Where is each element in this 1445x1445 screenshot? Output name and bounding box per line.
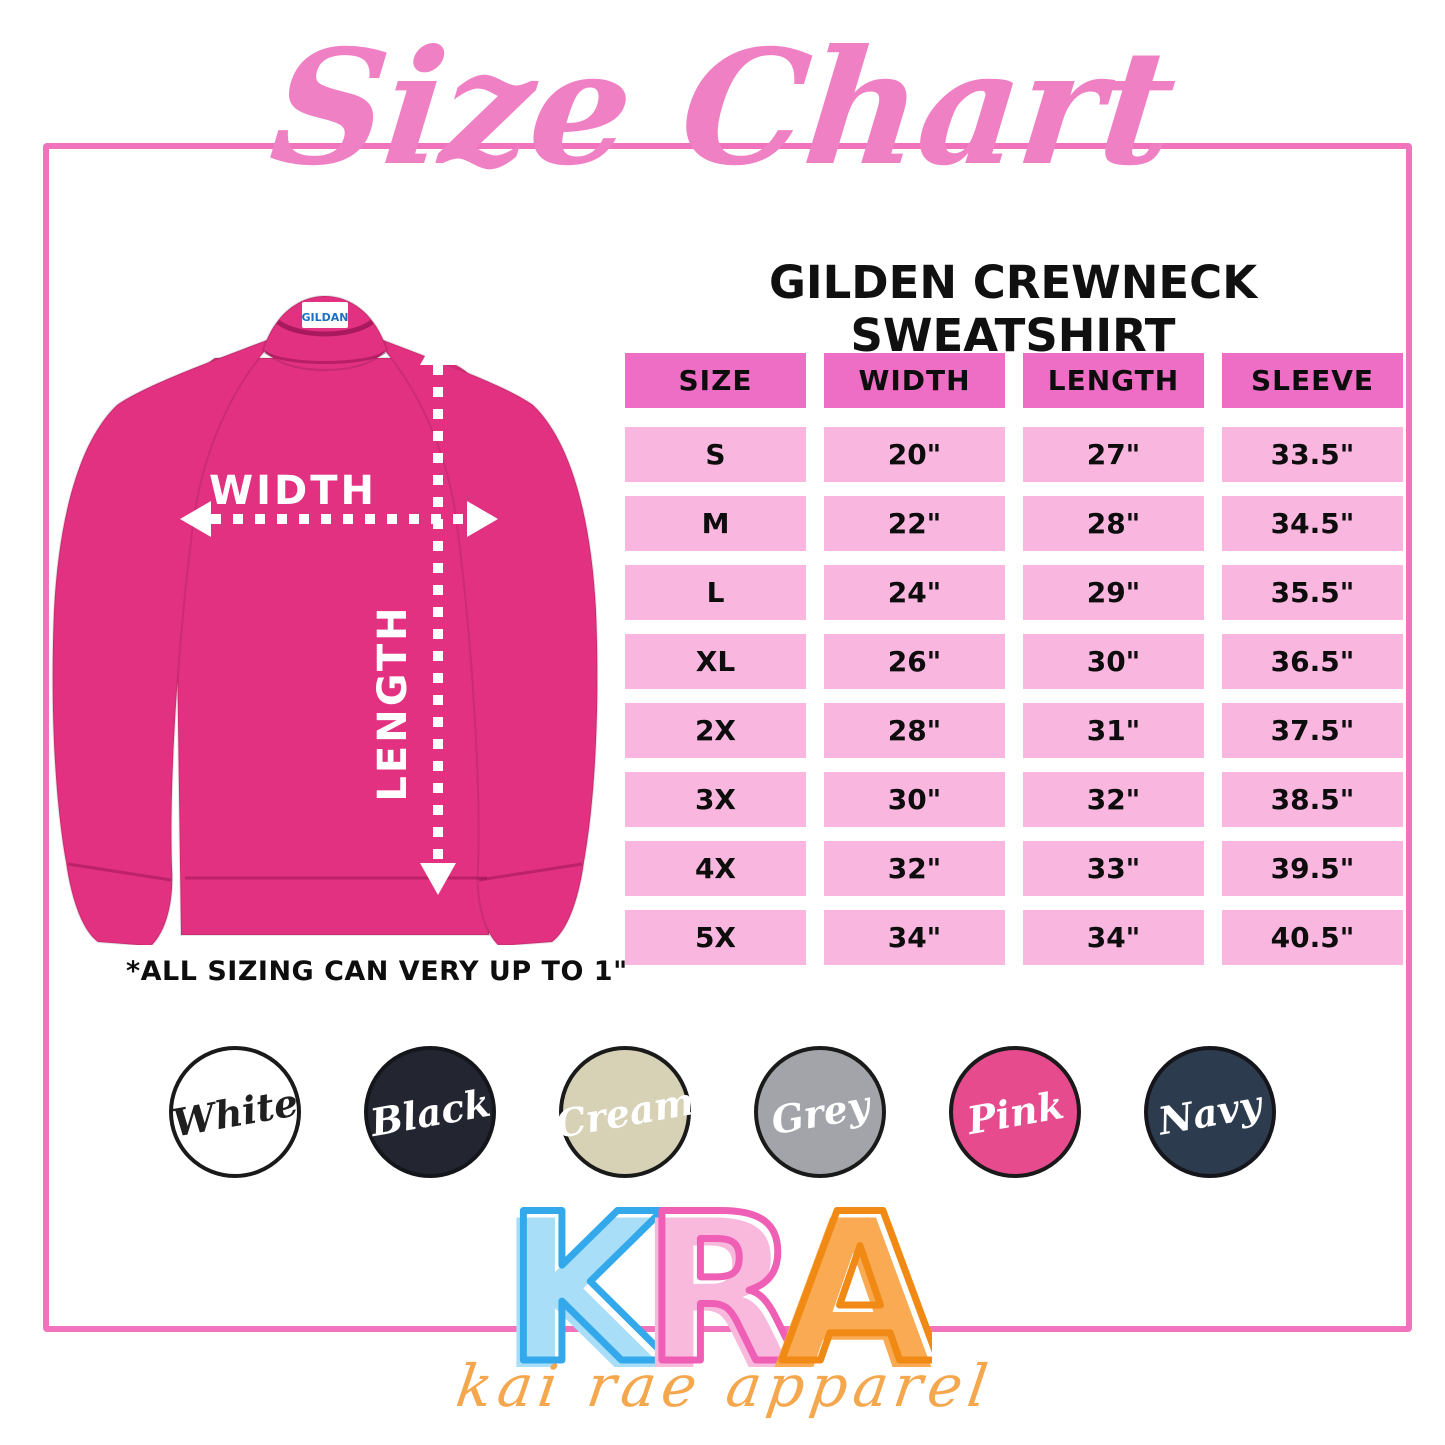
brand-tagline: kai rae apparel bbox=[452, 1352, 998, 1420]
table-cell: 30" bbox=[824, 772, 1005, 827]
frame-border bbox=[43, 143, 1412, 1332]
swatch-label: Pink bbox=[963, 1081, 1067, 1143]
column-header-length: LENGTH bbox=[1023, 353, 1204, 408]
color-swatch-navy: Navy bbox=[1144, 1046, 1276, 1178]
color-swatch-white: White bbox=[169, 1046, 301, 1178]
table-cell: 33" bbox=[1023, 841, 1204, 896]
column-header-width: WIDTH bbox=[824, 353, 1005, 408]
product-subtitle: GILDEN CREWNECK SWEATSHIRT bbox=[768, 256, 1258, 362]
svg-text:K: K bbox=[512, 1192, 671, 1377]
table-cell: 5X bbox=[625, 910, 806, 965]
size-table-body: S 20" 27" 33.5" M 22" 28" 34.5" L 24" 29" 35.5" XL 26… bbox=[625, 427, 1403, 965]
table-row-l: L 24" 29" 35.5" bbox=[625, 565, 1403, 620]
length-label: LENGTH bbox=[370, 604, 416, 801]
color-swatch-cream: Cream bbox=[553, 1046, 697, 1178]
width-arrow: WIDTH bbox=[180, 468, 498, 537]
column-header-sleeve: SLEEVE bbox=[1222, 353, 1403, 408]
size-table: SIZE WIDTH LENGTH SLEEVE S 20" 27" 33.5" M 22" 28… bbox=[625, 353, 1403, 965]
table-cell: 20" bbox=[824, 427, 1005, 482]
table-cell: L bbox=[625, 565, 806, 620]
table-cell: 27" bbox=[1023, 427, 1204, 482]
length-arrow: LENGTH bbox=[370, 333, 456, 895]
table-cell: 2X bbox=[625, 703, 806, 758]
page-title: Size Chart bbox=[263, 16, 1182, 201]
table-cell: XL bbox=[625, 634, 806, 689]
table-cell: 34" bbox=[1023, 910, 1204, 965]
table-cell: 34" bbox=[824, 910, 1005, 965]
swatch-label: Grey bbox=[767, 1081, 873, 1143]
table-row-xl: XL 26" 30" 36.5" bbox=[625, 634, 1403, 689]
table-cell: 28" bbox=[1023, 496, 1204, 551]
table-cell: 26" bbox=[824, 634, 1005, 689]
table-cell: 35.5" bbox=[1222, 565, 1403, 620]
table-cell: 32" bbox=[824, 841, 1005, 896]
color-swatches: White Black Cream Grey Pink Navy bbox=[0, 1046, 1445, 1178]
collar-tag-label: GILDAN bbox=[302, 311, 349, 324]
table-cell: 30" bbox=[1023, 634, 1204, 689]
sweatshirt-diagram: GILDAN WIDTH LENGTH bbox=[51, 294, 599, 945]
table-cell: 39.5" bbox=[1222, 841, 1403, 896]
table-row-s: S 20" 27" 33.5" bbox=[625, 427, 1403, 482]
collar-tag: GILDAN bbox=[302, 302, 349, 328]
color-swatch-black: Black bbox=[364, 1046, 496, 1178]
swatch-label: White bbox=[168, 1078, 302, 1146]
svg-text:R: R bbox=[643, 1192, 801, 1377]
table-cell: 24" bbox=[824, 565, 1005, 620]
svg-text:R: R bbox=[636, 1192, 794, 1377]
swatch-label: Cream bbox=[552, 1077, 698, 1147]
svg-text:K: K bbox=[512, 1192, 664, 1377]
table-cell: 28" bbox=[824, 703, 1005, 758]
sizing-note: *ALL SIZING CAN VERY UP TO 1" bbox=[126, 956, 628, 987]
table-cell: 29" bbox=[1023, 565, 1204, 620]
svg-text:A: A bbox=[781, 1192, 932, 1377]
table-cell: 38.5" bbox=[1222, 772, 1403, 827]
table-cell: S bbox=[625, 427, 806, 482]
color-swatch-pink: Pink bbox=[949, 1046, 1081, 1178]
sweatshirt-body bbox=[51, 294, 599, 945]
color-swatch-grey: Grey bbox=[754, 1046, 886, 1178]
table-cell: 36.5" bbox=[1222, 634, 1403, 689]
size-table-header: SIZE WIDTH LENGTH SLEEVE bbox=[625, 353, 1403, 408]
table-cell: 4X bbox=[625, 841, 806, 896]
table-cell: 31" bbox=[1023, 703, 1204, 758]
table-row-3x: 3X 30" 32" 38.5" bbox=[625, 772, 1403, 827]
table-cell: 33.5" bbox=[1222, 427, 1403, 482]
table-row-m: M 22" 28" 34.5" bbox=[625, 496, 1403, 551]
table-cell: 34.5" bbox=[1222, 496, 1403, 551]
swatch-label: Black bbox=[366, 1079, 494, 1145]
svg-text:R: R bbox=[643, 1192, 801, 1377]
table-row-2x: 2X 28" 31" 37.5" bbox=[625, 703, 1403, 758]
logo-letter-k: KKK bbox=[512, 1192, 674, 1377]
swatch-label: Navy bbox=[1155, 1080, 1265, 1144]
table-cell: M bbox=[625, 496, 806, 551]
svg-text:K: K bbox=[512, 1192, 671, 1377]
table-cell: 40.5" bbox=[1222, 910, 1403, 965]
table-row-5x: 5X 34" 34" 40.5" bbox=[625, 910, 1403, 965]
table-cell: 3X bbox=[625, 772, 806, 827]
width-label: WIDTH bbox=[209, 468, 377, 514]
logo-letter-a: AAA bbox=[774, 1192, 932, 1377]
table-cell: 32" bbox=[1023, 772, 1204, 827]
logo-letter-r: RRR bbox=[636, 1192, 804, 1377]
table-cell: 22" bbox=[824, 496, 1005, 551]
svg-text:A: A bbox=[781, 1192, 932, 1377]
svg-text:A: A bbox=[774, 1192, 932, 1377]
table-row-4x: 4X 32" 33" 39.5" bbox=[625, 841, 1403, 896]
table-cell: 37.5" bbox=[1222, 703, 1403, 758]
column-header-size: SIZE bbox=[625, 353, 806, 408]
